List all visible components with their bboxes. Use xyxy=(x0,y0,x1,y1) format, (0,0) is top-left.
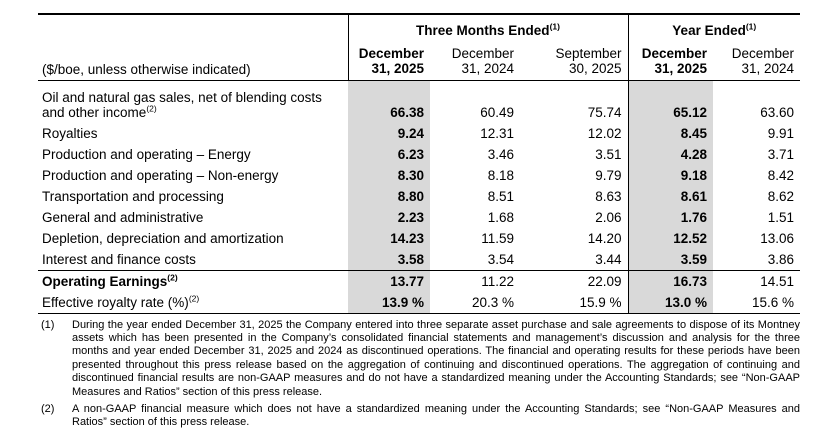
table-cell: 8.63 xyxy=(520,185,629,207)
column-header-sep-30-2025-q: September 30, 2025 xyxy=(520,40,629,81)
table-cell: 11.59 xyxy=(481,230,514,246)
footnote-text: A non-GAAP financial measure which does … xyxy=(72,402,800,429)
group-header-year-ended: Year Ended(1) xyxy=(628,13,801,40)
table-cell: 9.91 xyxy=(767,125,795,141)
footnote-text: During the year ended December 31, 2025 … xyxy=(72,318,800,398)
table-cell: 8.42 xyxy=(767,167,795,183)
group-label-text: Three Months Ended xyxy=(416,23,550,38)
table-cell: 8.61 xyxy=(628,185,714,207)
table-cell: 3.46 xyxy=(487,146,514,162)
table-cell: 3.71 xyxy=(767,146,795,162)
table-cell: 16.73 xyxy=(628,269,714,292)
footnote-1: (1) During the year ended December 31, 2… xyxy=(38,319,800,399)
table-cell: 12.02 xyxy=(520,122,629,144)
table-cell: 13.77 xyxy=(348,269,430,292)
table-row-transportation-processing: Transportation and processing 8.80 8.51 … xyxy=(38,185,800,207)
column-header-dec-31-2024-y: December 31, 2024 xyxy=(713,40,801,81)
table-cell: 66.38 xyxy=(348,80,430,123)
table-cell: 9.24 xyxy=(348,122,430,144)
financial-table: Three Months Ended(1) Year Ended(1) ($/b… xyxy=(38,13,801,314)
table-cell: 3.59 xyxy=(628,248,714,270)
table-row-effective-royalty-rate: Effective royalty rate (%)(2) 13.9 % 20.… xyxy=(38,291,801,314)
table-row-production-operating-non-energy: Production and operating – Non-energy 8.… xyxy=(38,164,800,186)
table-cell: 8.30 xyxy=(348,164,430,186)
table-cell: 8.51 xyxy=(487,188,514,204)
row-label: Effective royalty rate (%)(2) xyxy=(38,291,348,314)
table-row-operating-earnings: Operating Earnings(2) 13.77 11.22 22.09 … xyxy=(38,269,801,292)
table-cell: 60.49 xyxy=(480,104,514,120)
footnote-ref-superscript: (1) xyxy=(549,21,560,32)
table-cell: 3.51 xyxy=(520,143,629,165)
row-label: Production and operating – Energy xyxy=(42,146,251,162)
table-cell: 11.22 xyxy=(430,269,520,292)
footnote-marker: (1) xyxy=(41,318,55,331)
footnote-ref-superscript: (2) xyxy=(188,293,200,303)
table-cell: 1.51 xyxy=(767,209,795,225)
row-label: Operating Earnings(2) xyxy=(38,269,348,292)
table-row-interest-finance-costs: Interest and finance costs 3.58 3.54 3.4… xyxy=(38,248,800,270)
group-label-text: Year Ended xyxy=(672,23,746,38)
table-cell: 3.86 xyxy=(767,251,795,267)
table-row-general-administrative: General and administrative 2.23 1.68 2.0… xyxy=(38,206,800,228)
table-cell: 3.58 xyxy=(348,248,430,270)
table-cell: 8.45 xyxy=(628,122,714,144)
footnote-ref-superscript: (2) xyxy=(146,103,157,113)
group-header-row: Three Months Ended(1) Year Ended(1) xyxy=(38,13,801,40)
column-header-dec-31-2025-q: December 31, 2025 xyxy=(347,40,430,81)
table-cell: 3.44 xyxy=(520,248,629,270)
row-label: Production and operating – Non-energy xyxy=(42,167,279,183)
row-label: General and administrative xyxy=(42,209,204,225)
table-cell: 14.20 xyxy=(520,227,629,249)
footnotes-section: (1) During the year ended December 31, 2… xyxy=(38,319,800,430)
table-cell: 4.28 xyxy=(628,143,714,165)
row-label: Depletion, depreciation and amortization xyxy=(42,230,284,246)
table-cell: 8.62 xyxy=(767,188,795,204)
table-cell: 3.54 xyxy=(487,251,514,267)
column-header-dec-31-2024-q: December 31, 2024 xyxy=(430,40,520,81)
table-cell: 65.12 xyxy=(628,80,714,123)
table-cell: 12.31 xyxy=(480,125,514,141)
footnote-ref-superscript: (2) xyxy=(167,272,178,282)
table-row-royalties: Royalties 9.24 12.31 12.02 8.45 9.91 xyxy=(38,122,800,144)
table-cell: 63.60 xyxy=(760,104,795,120)
table-cell: 1.76 xyxy=(628,206,714,228)
footnote-ref-superscript: (1) xyxy=(745,21,757,32)
table-cell: 9.18 xyxy=(628,164,714,186)
column-header-row: ($/boe, unless otherwise indicated) Dece… xyxy=(38,40,801,81)
row-label: Royalties xyxy=(42,125,98,141)
table-cell: 1.68 xyxy=(487,209,514,225)
table-cell: 13.06 xyxy=(760,230,795,246)
table-row-oil-and-gas-sales: Oil and natural gas sales, net of blendi… xyxy=(38,80,800,123)
column-header-dec-31-2025-y: December 31, 2025 xyxy=(628,40,714,81)
table-cell: 6.23 xyxy=(348,143,430,165)
table-cell: 14.51 xyxy=(713,269,801,292)
table-cell: 13.9 % xyxy=(348,291,430,314)
table-cell: 15.6 % xyxy=(713,291,801,314)
table-row-production-operating-energy: Production and operating – Energy 6.23 3… xyxy=(38,143,800,165)
table-cell: 8.80 xyxy=(348,185,430,207)
table-cell: 9.79 xyxy=(520,164,629,186)
table-cell: 14.23 xyxy=(348,227,430,249)
group-header-three-months: Three Months Ended(1) xyxy=(347,13,629,40)
table-row-depletion-depreciation-amortization: Depletion, depreciation and amortization… xyxy=(38,227,800,249)
table-cell: 8.18 xyxy=(487,167,514,183)
footnote-marker: (2) xyxy=(41,402,55,415)
table-cell: 12.52 xyxy=(628,227,714,249)
row-label: Interest and finance costs xyxy=(42,251,196,267)
table-cell: 15.9 % xyxy=(520,291,629,314)
row-label: Transportation and processing xyxy=(42,188,224,204)
footnote-2: (2) A non-GAAP financial measure which d… xyxy=(38,403,800,430)
table-cell: 2.06 xyxy=(520,206,629,228)
table-cell: 13.0 % xyxy=(628,291,714,314)
table-cell: 22.09 xyxy=(520,269,629,292)
unit-label: ($/boe, unless otherwise indicated) xyxy=(38,40,348,81)
table-cell: 20.3 % xyxy=(430,291,520,314)
table-cell: 2.23 xyxy=(348,206,430,228)
group-header-spacer xyxy=(38,13,348,40)
table-cell: 75.74 xyxy=(520,80,629,123)
row-label: Oil and natural gas sales, net of blendi… xyxy=(42,89,322,120)
